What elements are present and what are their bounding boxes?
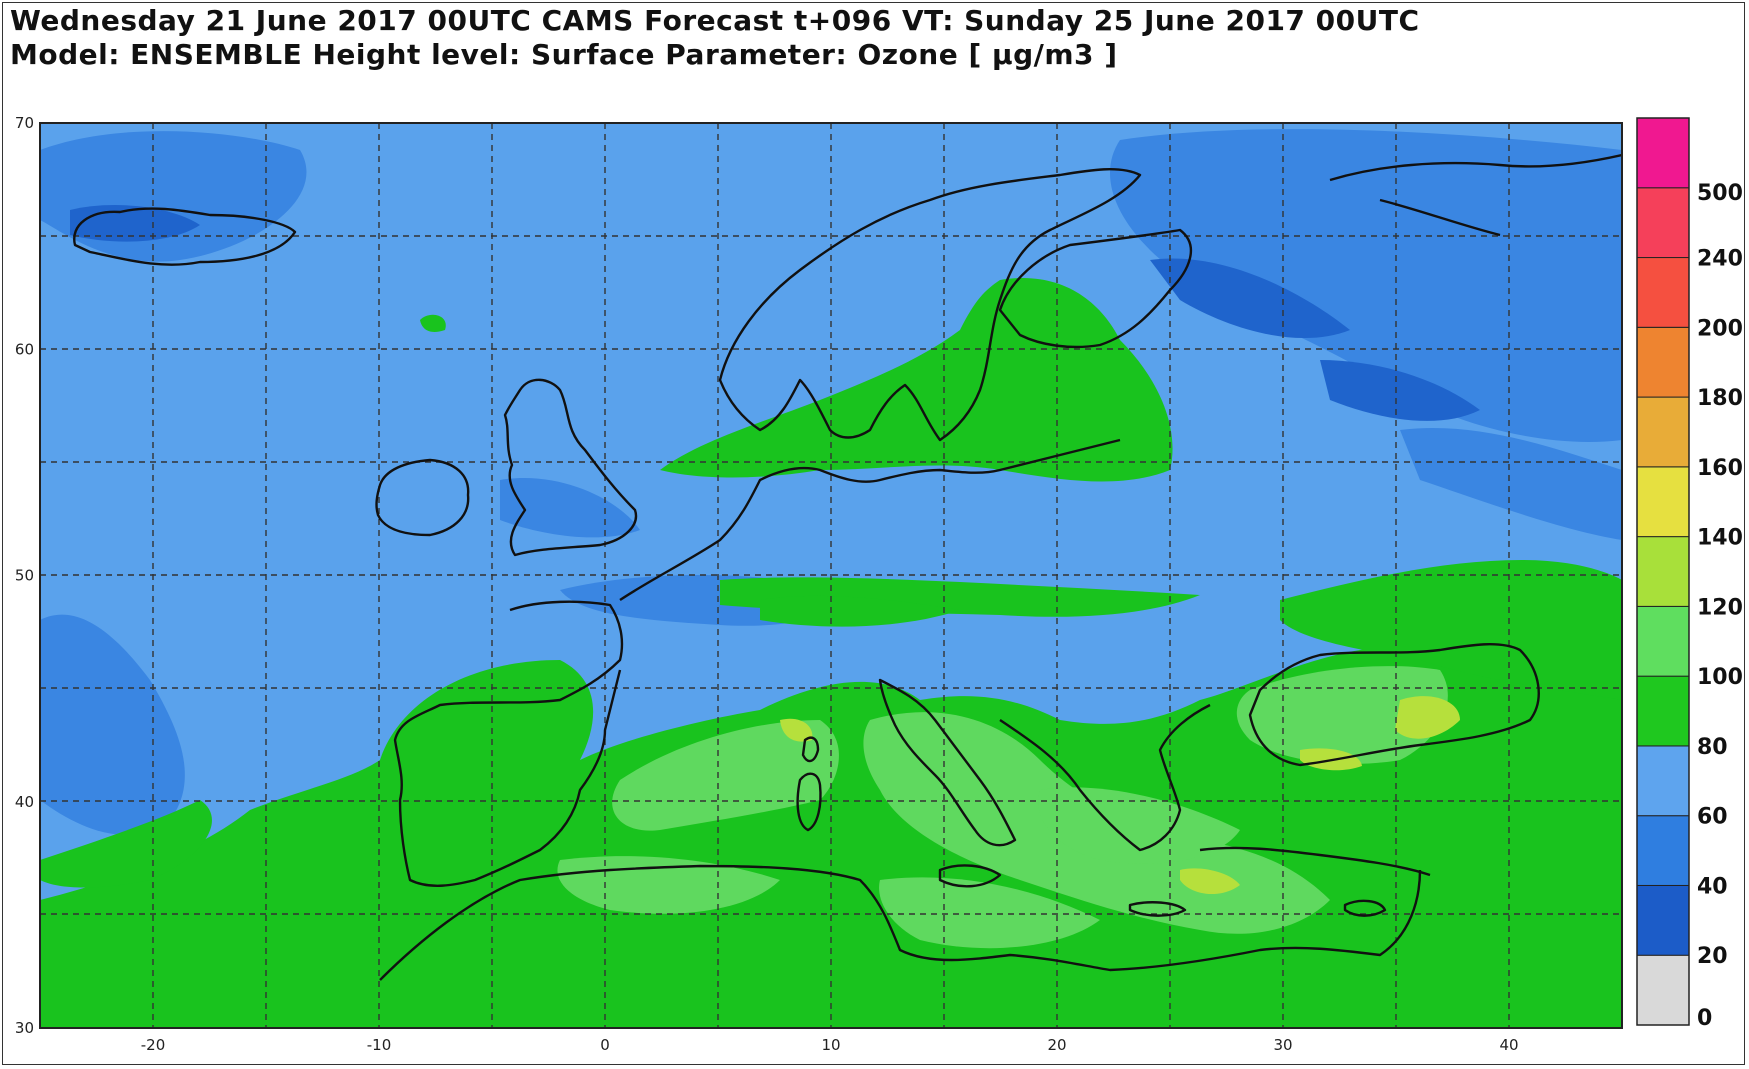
forecast-title: Wednesday 21 June 2017 00UTC CAMS Foreca…: [10, 4, 1420, 37]
lat-tick-label: 30: [15, 1019, 34, 1037]
colorbar-label: 240: [1697, 247, 1743, 272]
colorbar-segment: [1636, 466, 1690, 538]
ozone-band-20-40: [70, 205, 1480, 421]
colorbar-label: 140: [1697, 526, 1743, 551]
colorbar-segment: [1636, 187, 1690, 259]
colorbar-label: 60: [1697, 805, 1728, 830]
colorbar-segment: [1636, 815, 1690, 886]
finland-coast: [998, 228, 1192, 349]
colorbar-label: 120: [1697, 595, 1743, 620]
corsica-coast: [801, 736, 820, 763]
colorbar-segment: [1636, 326, 1690, 398]
colorbar-segment: [1636, 745, 1690, 817]
colorbar-label: 200: [1697, 316, 1743, 341]
colorbar-segment: [1636, 536, 1690, 607]
iceland-coast: [73, 207, 297, 266]
colorbar-label: 100: [1697, 665, 1743, 690]
lon-tick-label: 10: [821, 1036, 840, 1054]
crete-coast: [1128, 901, 1187, 917]
lat-tick-label: 50: [15, 567, 34, 585]
lat-tick-label: 70: [15, 114, 34, 132]
colorbar-segment: [1636, 605, 1690, 677]
map-border: [39, 122, 1623, 1029]
lat-tick-label: 60: [15, 340, 34, 358]
black-sea-coast: [1248, 643, 1540, 767]
ozone-band-40-60: [40, 129, 1622, 835]
ireland-coast: [375, 458, 470, 537]
scandinavia-coast: [718, 168, 1142, 442]
balkans-coast: [999, 703, 1211, 852]
map-plot-area: [40, 123, 1622, 1028]
colorbar-label: 160: [1697, 456, 1743, 481]
lon-tick-label: 30: [1273, 1036, 1292, 1054]
parameter-subtitle: Model: ENSEMBLE Height level: Surface Pa…: [10, 38, 1118, 71]
anatolia-coast: [1199, 846, 1431, 877]
colorbar-segment: [1636, 675, 1690, 747]
colorbar-segment: [1636, 257, 1690, 328]
colorbar-segment: [1636, 954, 1690, 1026]
colorbar-label: 80: [1697, 735, 1728, 760]
colorbar-border: [1636, 117, 1690, 1026]
ozone-band-120-140: [780, 696, 1460, 895]
cyprus-coast: [1343, 899, 1387, 917]
sardinia-coast: [796, 772, 822, 832]
lon-tick-label: 20: [1047, 1036, 1066, 1054]
graticule: [40, 123, 1622, 1028]
colorbar-label: 500: [1697, 181, 1743, 206]
kola-white-sea-coast: [1329, 153, 1622, 237]
colorbar-segment: [1636, 396, 1690, 468]
colorbar-label: 40: [1697, 874, 1728, 899]
lon-tick-label: -20: [141, 1036, 166, 1054]
colorbar-label: 180: [1697, 386, 1743, 411]
north-africa-coast: [379, 864, 1422, 981]
longitude-axis: -20 -10 0 10 20 30 40: [141, 1036, 1519, 1054]
great-britain-coast: [503, 378, 638, 557]
colorbar-segment: [1636, 884, 1690, 956]
colorbar-label: 0: [1697, 1006, 1712, 1031]
sicily-coast: [938, 864, 1002, 888]
lon-tick-label: -10: [367, 1036, 392, 1054]
italy-coast: [878, 678, 1017, 847]
ozone-colorbar: 0 20 40 60 80 100 120 140 160 180 200 240 500: [1636, 117, 1743, 1031]
lon-tick-label: 40: [1499, 1036, 1518, 1054]
latitude-axis: 30 40 50 60 70: [15, 114, 34, 1037]
europe-north-coast: [619, 438, 1121, 601]
iberia-coast: [393, 600, 624, 887]
lon-tick-label: 0: [600, 1036, 610, 1054]
coastlines: [73, 153, 1622, 981]
colorbar-label: 20: [1697, 944, 1728, 969]
lat-tick-label: 40: [15, 793, 34, 811]
colorbar-segment: [1636, 117, 1690, 189]
